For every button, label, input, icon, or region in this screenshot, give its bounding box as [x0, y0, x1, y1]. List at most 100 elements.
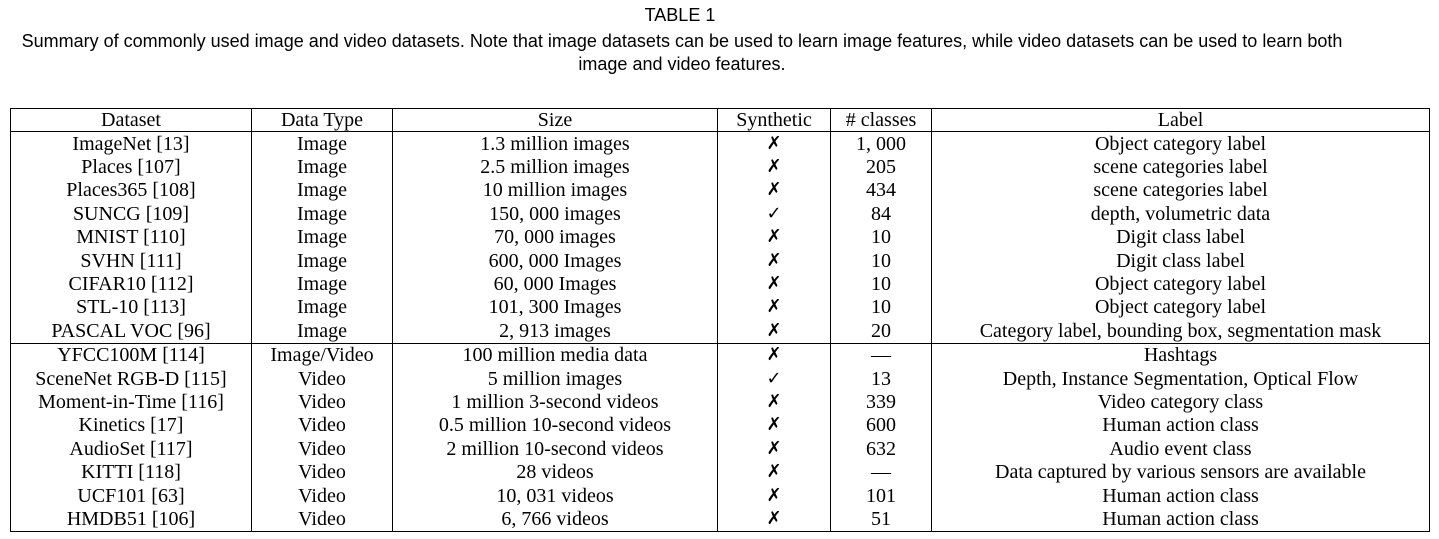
cell-synthetic: ✓: [717, 202, 831, 226]
cell-data-type: Video: [251, 366, 393, 391]
cell-data-type: Video: [251, 507, 393, 532]
cell-size: 6, 766 videos: [392, 507, 718, 532]
table-caption: Summary of commonly used image and video…: [21, 31, 1343, 74]
cell-synthetic: ✗: [717, 131, 831, 156]
cell-num-classes: 434: [830, 178, 932, 203]
cell-label: Audio event class: [931, 437, 1430, 461]
cell-label: depth, volumetric data: [931, 202, 1430, 226]
cell-data-type: Image: [251, 272, 393, 296]
cell-size: 1 million 3-second videos: [392, 390, 718, 414]
table-label: TABLE 1: [644, 5, 716, 25]
cell-size: 70, 000 images: [392, 225, 718, 249]
cell-data-type: Video: [251, 483, 393, 508]
cell-label: Video category class: [931, 390, 1430, 414]
cell-data-type: Video: [251, 413, 393, 438]
cell-data-type: Video: [251, 437, 393, 461]
cell-label: Human action class: [931, 413, 1430, 438]
table-row: Kinetics [17] Video 0.5 million 10-second …: [10, 413, 1430, 438]
table-row: SceneNet RGB-D [115] Video 5 million image…: [10, 366, 1430, 391]
cell-synthetic: ✗: [717, 178, 831, 203]
cell-synthetic: ✗: [717, 342, 831, 367]
video-datasets-group: YFCC100M [114] Image/Video 100 million med…: [10, 342, 1430, 532]
table-row: SVHN [111] Image 600, 000 Images ✗ 10 Digit c…: [10, 248, 1430, 273]
cell-num-classes: 632: [830, 437, 932, 461]
cell-synthetic: ✗: [717, 390, 831, 414]
table-row: Moment-in-Time [116] Video 1 million 3-sec…: [10, 390, 1430, 414]
cell-num-classes: 51: [830, 507, 932, 532]
cell-label: Digit class label: [931, 225, 1430, 249]
cell-num-classes: 20: [830, 319, 932, 344]
cell-data-type: Image: [251, 131, 393, 156]
cell-synthetic: ✗: [717, 225, 831, 249]
cell-dataset: MNIST [110]: [10, 225, 252, 249]
table-row: HMDB51 [106] Video 6, 766 videos ✗ 51 Human a…: [10, 507, 1430, 532]
cell-size: 28 videos: [392, 460, 718, 484]
cell-dataset: AudioSet [117]: [10, 437, 252, 461]
header-label: Label: [931, 108, 1430, 132]
cell-synthetic: ✗: [717, 460, 831, 484]
cell-size: 60, 000 Images: [392, 272, 718, 296]
cell-num-classes: 84: [830, 202, 932, 226]
table-row: MNIST [110] Image 70, 000 images ✗ 10 Digit c…: [10, 225, 1430, 249]
cell-synthetic: ✗: [717, 319, 831, 344]
cell-size: 100 million media data: [392, 342, 718, 367]
cell-num-classes: 10: [830, 225, 932, 249]
table-row: KITTI [118] Video 28 videos ✗ — Data captured…: [10, 460, 1430, 484]
cell-num-classes: 600: [830, 413, 932, 438]
table-row: ImageNet [13] Image 1.3 million images ✗ 1, …: [10, 131, 1430, 156]
cell-data-type: Image: [251, 202, 393, 226]
cell-label: Digit class label: [931, 248, 1430, 273]
cell-data-type: Video: [251, 460, 393, 484]
cell-dataset: PASCAL VOC [96]: [10, 319, 252, 344]
cell-num-classes: 10: [830, 295, 932, 320]
table-row: AudioSet [117] Video 2 million 10-second v…: [10, 437, 1430, 461]
cell-label: Data captured by various sensors are ava…: [931, 460, 1430, 484]
cell-num-classes: —: [830, 460, 932, 484]
cell-size: 10 million images: [392, 178, 718, 203]
cell-label: Human action class: [931, 483, 1430, 508]
cell-label: Human action class: [931, 507, 1430, 532]
cell-size: 1.3 million images: [392, 131, 718, 156]
cell-size: 10, 031 videos: [392, 483, 718, 508]
cell-synthetic: ✗: [717, 272, 831, 296]
cell-num-classes: 13: [830, 366, 932, 391]
table-row: Places [107] Image 2.5 million images ✗ 205 s…: [10, 155, 1430, 179]
table-row: CIFAR10 [112] Image 60, 000 Images ✗ 10 Objec…: [10, 272, 1430, 296]
cell-synthetic: ✗: [717, 155, 831, 179]
cell-label: Object category label: [931, 131, 1430, 156]
cell-dataset: SceneNet RGB-D [115]: [10, 366, 252, 391]
cell-dataset: HMDB51 [106]: [10, 507, 252, 532]
cell-dataset: ImageNet [13]: [10, 131, 252, 156]
header-dataset: Dataset: [10, 108, 252, 132]
cell-label: scene categories label: [931, 178, 1430, 203]
cell-label: Depth, Instance Segmentation, Optical Fl…: [931, 366, 1430, 391]
cell-size: 2.5 million images: [392, 155, 718, 179]
cell-label: Object category label: [931, 295, 1430, 320]
cell-dataset: STL-10 [113]: [10, 295, 252, 320]
table-row: Places365 [108] Image 10 million images ✗ 43…: [10, 178, 1430, 203]
cell-dataset: Places [107]: [10, 155, 252, 179]
cell-label: scene categories label: [931, 155, 1430, 179]
header-data-type: Data Type: [251, 108, 393, 132]
cell-num-classes: 10: [830, 248, 932, 273]
cell-num-classes: 10: [830, 272, 932, 296]
cell-dataset: YFCC100M [114]: [10, 342, 252, 367]
header-row: Dataset Data Type Size Synthetic # class…: [10, 108, 1430, 132]
cell-dataset: KITTI [118]: [10, 460, 252, 484]
header-synthetic: Synthetic: [717, 108, 831, 132]
cell-size: 2, 913 images: [392, 319, 718, 344]
cell-label: Hashtags: [931, 342, 1430, 367]
cell-dataset: Kinetics [17]: [10, 413, 252, 438]
image-datasets-group: ImageNet [13] Image 1.3 million images ✗ 1, …: [10, 131, 1430, 344]
cell-num-classes: 205: [830, 155, 932, 179]
table-row: YFCC100M [114] Image/Video 100 million med…: [10, 342, 1430, 367]
cell-data-type: Video: [251, 390, 393, 414]
cell-size: 0.5 million 10-second videos: [392, 413, 718, 438]
cell-synthetic: ✗: [717, 413, 831, 438]
datasets-table: Dataset Data Type Size Synthetic # class…: [10, 108, 1430, 532]
cell-size: 5 million images: [392, 366, 718, 391]
cell-data-type: Image: [251, 248, 393, 273]
cell-synthetic: ✗: [717, 248, 831, 273]
cell-data-type: Image: [251, 225, 393, 249]
cell-synthetic: ✗: [717, 437, 831, 461]
